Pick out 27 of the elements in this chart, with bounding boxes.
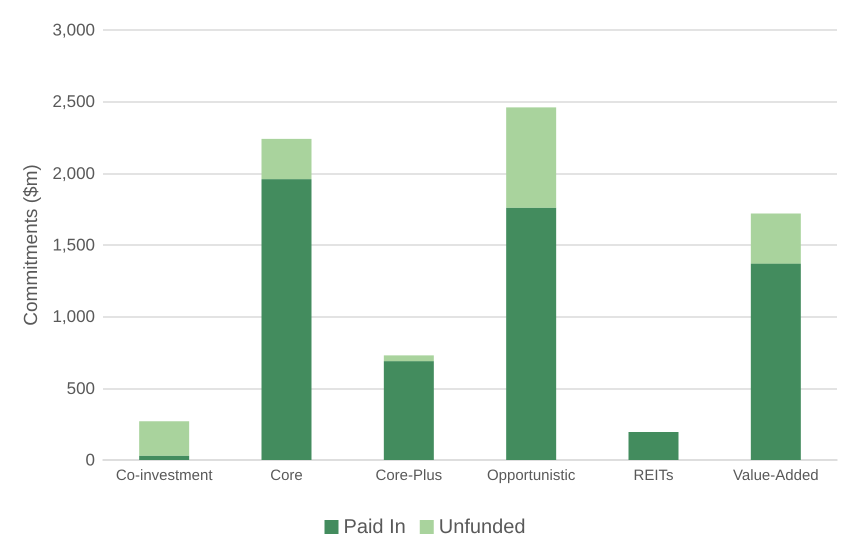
y-tick-label: 500 xyxy=(66,378,95,398)
legend-label: Paid In xyxy=(344,516,406,538)
bar xyxy=(750,264,801,460)
x-tick-label: Core-Plus xyxy=(375,467,442,484)
x-tick-label: Opportunistic xyxy=(486,467,576,484)
y-axis-title: Commitments ($m) xyxy=(21,164,42,326)
bar xyxy=(506,208,556,460)
x-tick-label: Core xyxy=(270,467,303,484)
bar xyxy=(139,421,190,456)
y-tick-label: 1,500 xyxy=(52,236,95,254)
legend-label: Unfunded xyxy=(438,516,526,538)
bar xyxy=(384,361,434,460)
y-tick-label: 2,000 xyxy=(52,164,95,183)
x-tick-label: Co-investment xyxy=(116,467,214,484)
bar xyxy=(139,456,190,460)
y-tick-label: 3,000 xyxy=(52,20,95,40)
x-tick-label: Value-Added xyxy=(733,467,819,484)
bar xyxy=(628,432,678,460)
bar xyxy=(384,355,434,362)
y-tick-label: 1,000 xyxy=(52,307,95,326)
bar xyxy=(262,179,312,460)
bar xyxy=(750,213,801,264)
bar xyxy=(506,107,556,208)
x-tick-label: REITs xyxy=(633,467,674,484)
y-tick-label: 2,500 xyxy=(52,92,95,112)
bar xyxy=(262,138,312,180)
y-tick-label: 0 xyxy=(86,450,95,470)
